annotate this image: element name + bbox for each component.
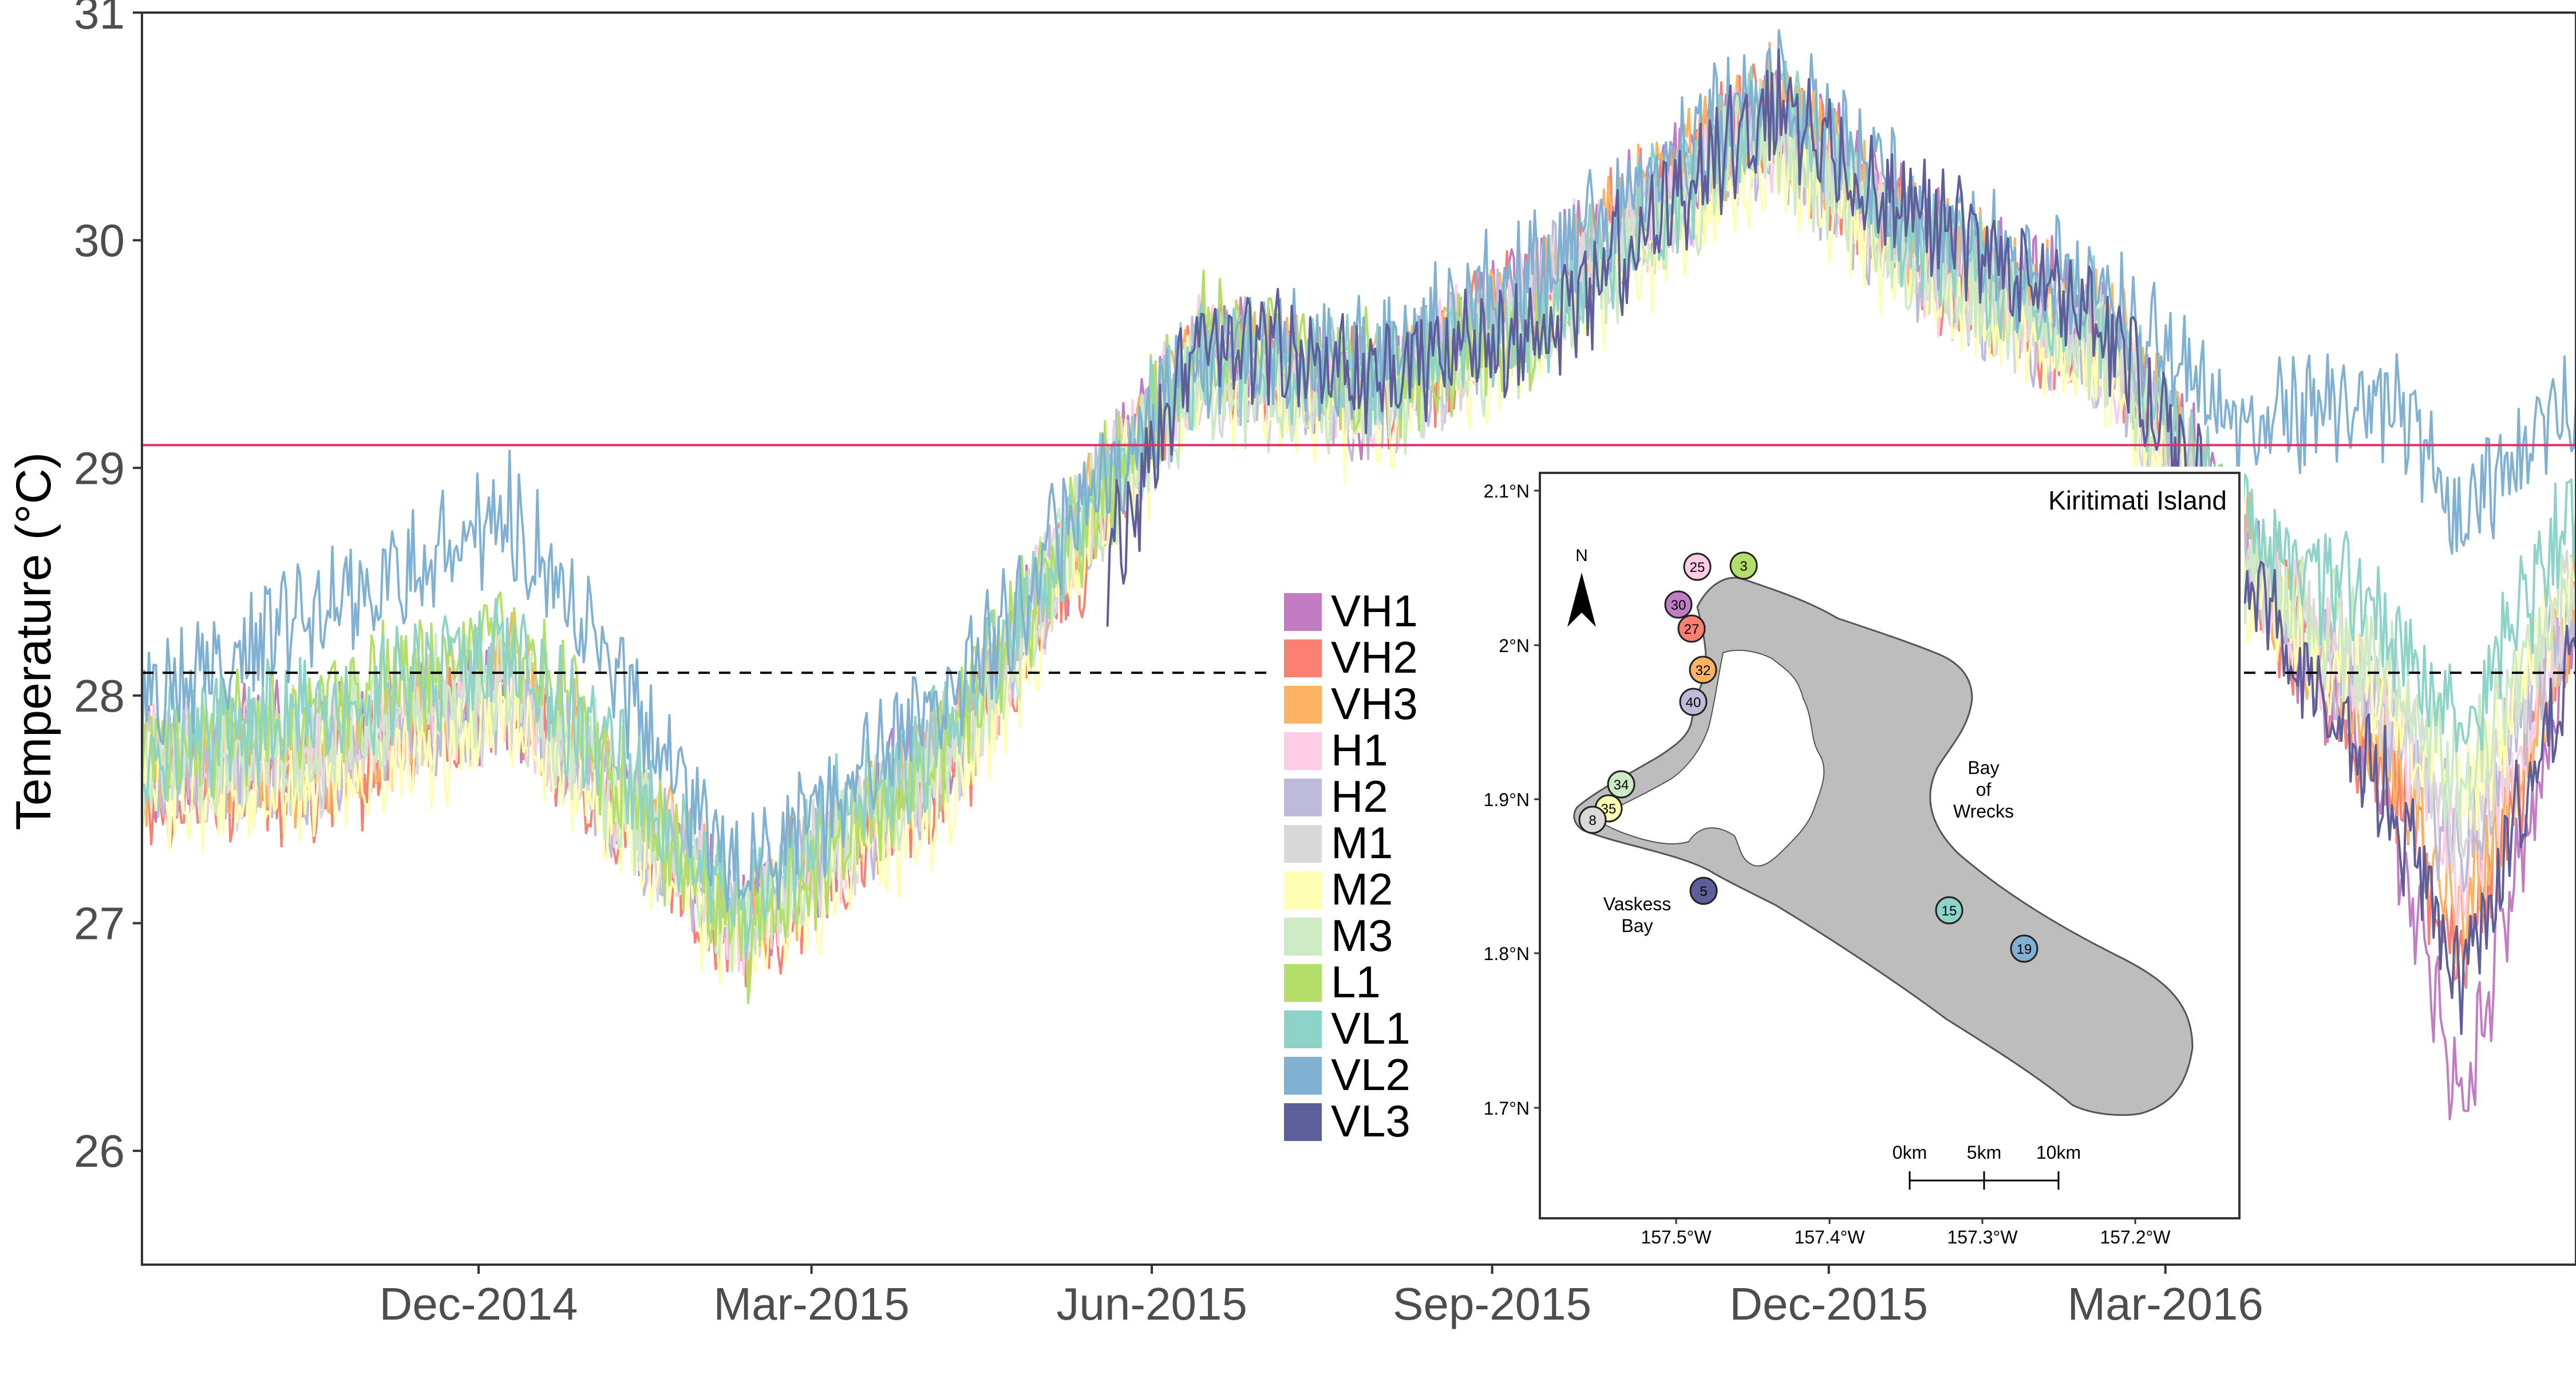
x-tick-label: Mar-2016 <box>2068 1278 2263 1329</box>
site-marker-34 <box>1607 770 1635 799</box>
place-label-vaskess-bay: Bay <box>1621 915 1653 936</box>
map-lat-label: 1.7°N <box>1484 1098 1530 1119</box>
y-tick-label: 27 <box>74 898 125 949</box>
legend-key-h1 <box>1284 732 1322 770</box>
x-tick-label: Dec-2014 <box>380 1278 578 1329</box>
site-marker-27 <box>1677 614 1706 643</box>
legend-label-vl3: VL3 <box>1331 1096 1411 1146</box>
map-lon-label: 157.2°W <box>2100 1227 2171 1247</box>
map-lon-label: 157.3°W <box>1947 1227 2018 1247</box>
place-label-bay-of-wrecks: of <box>1976 779 1992 800</box>
map-lon-label: 157.5°W <box>1641 1227 1712 1247</box>
legend-label-m1: M1 <box>1331 818 1393 868</box>
legend-key-m3 <box>1284 918 1322 956</box>
site-label-40: 40 <box>1686 695 1701 710</box>
site-marker-40 <box>1679 688 1708 716</box>
legend-key-vh2 <box>1284 639 1322 677</box>
inset-title: Kiritimati Island <box>2048 485 2227 515</box>
legend-key-vl1 <box>1284 1010 1322 1048</box>
legend-label-vh3: VH3 <box>1331 678 1418 729</box>
x-axis: Dec-2014 Mar-2015 Jun-2015 Sep-2015 Dec-2015… <box>380 1265 2263 1329</box>
legend-key-vh3 <box>1284 686 1322 724</box>
site-marker-25 <box>1683 552 1712 581</box>
scale-bar-label: 0km <box>1893 1142 1927 1163</box>
lagoon-shape <box>1596 649 1825 867</box>
plot-panel-border <box>141 11 2576 1266</box>
legend-label-h1: H1 <box>1331 725 1388 775</box>
legend-key-h2 <box>1284 779 1322 816</box>
map-lon-label: 157.4°W <box>1794 1227 1865 1247</box>
site-marker-3 <box>1729 551 1758 580</box>
site-label-8: 8 <box>1589 813 1596 828</box>
place-label-bay-of-wrecks: Wrecks <box>1953 801 2014 822</box>
site-marker-32 <box>1689 656 1717 684</box>
legend-key-m2 <box>1284 871 1322 909</box>
y-tick-label: 31 <box>74 0 125 38</box>
site-label-25: 25 <box>1690 560 1705 575</box>
y-tick-label: 29 <box>74 443 125 493</box>
legend-label-vl2: VL2 <box>1331 1049 1411 1100</box>
site-label-15: 15 <box>1942 903 1957 919</box>
legend-key-vl3 <box>1284 1103 1322 1141</box>
legend-key-l1 <box>1284 964 1322 1002</box>
site-marker-8 <box>1578 806 1607 834</box>
north-arrow-icon <box>1567 572 1596 627</box>
site-label-30: 30 <box>1671 598 1686 613</box>
y-tick-label: 30 <box>74 215 125 266</box>
y-tick-label: 28 <box>74 670 125 721</box>
site-marker-15 <box>1935 896 1963 925</box>
inset-map: Kiritimati Island 2.1°N 2°N 1.9°N 1.8°N 1.7°N… <box>1448 467 2244 1247</box>
place-label-vaskess-bay: Vaskess <box>1603 894 1672 914</box>
x-tick-label: Mar-2015 <box>713 1278 909 1329</box>
scale-bar-label: 10km <box>2036 1142 2081 1163</box>
y-axis: 26 27 28 29 30 31 <box>74 0 142 1176</box>
legend-label-vh2: VH2 <box>1331 632 1418 682</box>
site-label-34: 34 <box>1614 777 1629 793</box>
map-lat-label: 1.8°N <box>1484 943 1530 964</box>
map-lat-label: 2.1°N <box>1484 481 1530 502</box>
scale-bar-label: 5km <box>1967 1142 2001 1163</box>
site-marker-5 <box>1689 876 1718 905</box>
y-tick-label: 26 <box>74 1126 125 1176</box>
series-line-vl2 <box>141 29 2576 913</box>
site-marker-30 <box>1664 590 1693 619</box>
legend-label-vh1: VH1 <box>1331 586 1418 636</box>
site-label-3: 3 <box>1740 559 1747 574</box>
north-label: N <box>1575 546 1588 565</box>
site-marker-19 <box>2010 934 2038 963</box>
legend-label-l1: L1 <box>1331 957 1381 1007</box>
y-axis-label: Temperature (°C) <box>6 452 61 830</box>
site-label-32: 32 <box>1696 663 1711 678</box>
legend-key-vl2 <box>1284 1057 1322 1095</box>
legend-label-m3: M3 <box>1331 910 1393 961</box>
place-label-bay-of-wrecks: Bay <box>1967 757 1999 778</box>
x-tick-label: Jun-2015 <box>1056 1278 1247 1329</box>
site-label-27: 27 <box>1684 622 1700 637</box>
map-lat-label: 1.9°N <box>1484 789 1530 810</box>
legend-label-vl1: VL1 <box>1331 1003 1411 1053</box>
series-layer <box>141 29 2576 1120</box>
legend-key-vh1 <box>1284 593 1322 631</box>
legend-label-m2: M2 <box>1331 864 1393 914</box>
x-tick-label: Dec-2015 <box>1729 1278 1928 1329</box>
legend-key-m1 <box>1284 825 1322 863</box>
site-label-5: 5 <box>1700 884 1707 899</box>
x-tick-label: Sep-2015 <box>1393 1278 1591 1329</box>
legend-label-h2: H2 <box>1331 771 1388 822</box>
series-line-vl3 <box>1106 48 2576 1035</box>
site-label-19: 19 <box>2017 942 2032 957</box>
map-lat-label: 2°N <box>1499 635 1530 656</box>
